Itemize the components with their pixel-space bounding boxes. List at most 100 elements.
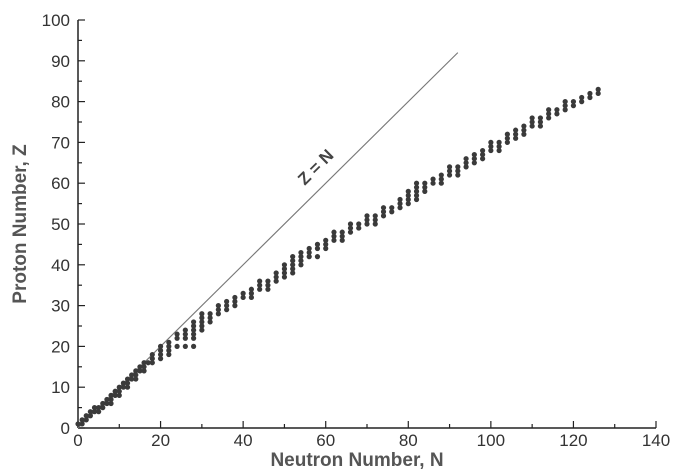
data-point xyxy=(562,103,568,109)
data-point xyxy=(298,258,304,264)
data-point xyxy=(157,347,164,354)
y-tick-label: 70 xyxy=(51,133,70,152)
x-tick-label: 60 xyxy=(316,431,335,450)
data-point xyxy=(480,147,486,154)
data-point xyxy=(83,413,89,419)
data-point xyxy=(232,298,238,305)
data-point xyxy=(199,319,205,325)
data-point xyxy=(129,372,135,378)
data-point xyxy=(372,217,378,223)
data-point xyxy=(372,213,378,219)
data-point xyxy=(191,335,197,341)
z-equals-n-label: Z = N xyxy=(294,146,337,189)
data-point xyxy=(339,233,345,239)
data-point xyxy=(191,343,197,349)
x-tick-label: 20 xyxy=(151,431,170,450)
data-point xyxy=(513,131,519,137)
data-point xyxy=(116,392,122,398)
data-point xyxy=(232,303,238,309)
data-point xyxy=(182,335,188,341)
data-point xyxy=(364,213,370,219)
data-point xyxy=(323,245,329,252)
data-point xyxy=(546,107,552,113)
x-tick-label: 120 xyxy=(559,431,587,450)
data-point xyxy=(116,388,122,394)
data-point xyxy=(455,168,461,174)
data-point xyxy=(380,209,387,215)
data-point xyxy=(463,156,469,162)
data-point xyxy=(215,311,221,317)
data-point xyxy=(96,409,102,415)
y-tick-label: 80 xyxy=(51,93,70,112)
data-point xyxy=(290,262,296,268)
data-point xyxy=(471,160,477,166)
data-point xyxy=(430,180,436,186)
data-point xyxy=(104,400,110,407)
data-point xyxy=(248,294,254,301)
data-point xyxy=(314,241,321,247)
data-point xyxy=(372,221,378,227)
data-point xyxy=(281,262,288,268)
data-point xyxy=(529,123,535,129)
data-point xyxy=(397,205,403,211)
data-point xyxy=(290,270,296,276)
data-point xyxy=(273,278,279,284)
data-point xyxy=(521,127,527,133)
data-point xyxy=(174,331,180,337)
data-point xyxy=(149,356,155,362)
data-point xyxy=(129,376,135,382)
data-point xyxy=(446,164,453,170)
data-point xyxy=(405,196,411,203)
y-tick-label: 90 xyxy=(51,52,70,71)
data-point xyxy=(104,396,110,403)
data-point xyxy=(323,241,329,247)
data-point xyxy=(124,384,131,390)
data-point xyxy=(347,225,354,231)
data-point xyxy=(281,266,288,272)
y-tick-label: 50 xyxy=(51,215,70,234)
data-point xyxy=(141,360,147,366)
data-point xyxy=(116,384,122,390)
data-point xyxy=(199,323,205,329)
y-tick-label: 100 xyxy=(42,11,70,30)
data-point xyxy=(331,229,337,235)
data-point xyxy=(430,176,436,182)
data-point xyxy=(438,180,444,186)
data-point xyxy=(546,111,552,117)
data-point xyxy=(562,99,568,105)
x-ticks: 0 20 40 60 80 100 120 140 xyxy=(73,421,670,450)
data-point xyxy=(133,368,139,374)
data-point xyxy=(413,184,420,190)
data-point xyxy=(149,360,155,366)
data-point xyxy=(521,131,527,137)
y-axis-title: Proton Number, Z xyxy=(10,144,31,304)
data-point xyxy=(112,388,118,394)
data-point xyxy=(389,209,395,215)
data-point xyxy=(397,196,403,203)
data-point xyxy=(562,107,568,113)
data-point xyxy=(496,139,502,145)
data-point xyxy=(331,233,337,239)
data-point xyxy=(157,343,164,349)
x-tick-label: 80 xyxy=(399,431,418,450)
data-point xyxy=(112,392,118,398)
data-point xyxy=(248,286,254,292)
data-point xyxy=(339,229,345,235)
data-point xyxy=(546,115,552,121)
data-point xyxy=(207,315,213,321)
data-point xyxy=(166,351,172,358)
data-point xyxy=(306,249,312,256)
data-point xyxy=(405,192,411,199)
data-point xyxy=(595,86,601,92)
data-point xyxy=(75,421,81,427)
data-point xyxy=(438,172,444,178)
data-point xyxy=(389,205,395,211)
data-point xyxy=(174,335,180,341)
data-point xyxy=(587,90,593,97)
data-point xyxy=(108,400,114,407)
data-point xyxy=(480,152,486,158)
data-point xyxy=(570,103,577,109)
data-point xyxy=(290,258,296,264)
data-point xyxy=(488,143,494,150)
data-point xyxy=(265,278,271,284)
